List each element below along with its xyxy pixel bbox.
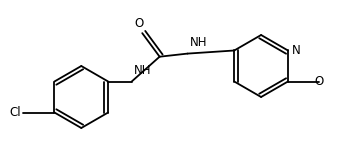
Text: Cl: Cl <box>9 106 21 119</box>
Text: N: N <box>292 44 300 57</box>
Text: O: O <box>314 75 323 88</box>
Text: NH: NH <box>134 64 152 77</box>
Text: NH: NH <box>190 36 208 49</box>
Text: O: O <box>135 17 144 30</box>
